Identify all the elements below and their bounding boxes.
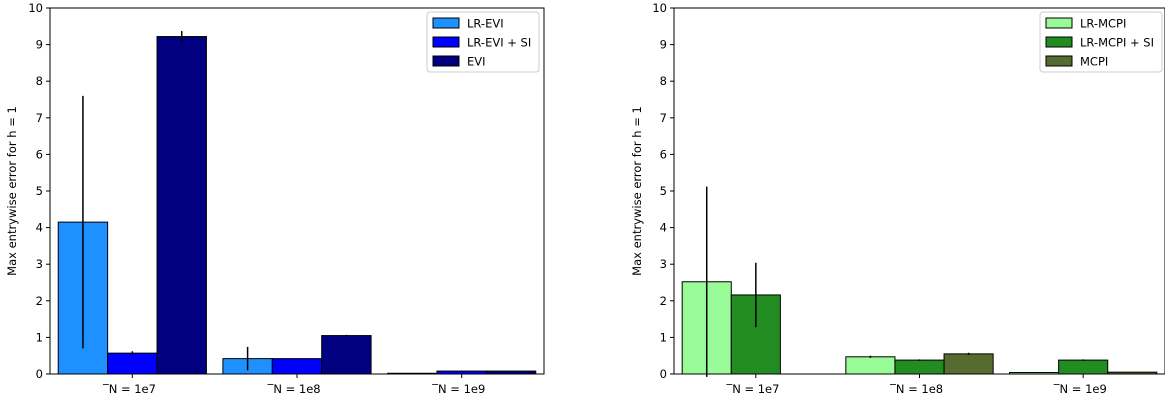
y-tick-label: 5 — [36, 184, 43, 198]
y-tick-label: 2 — [660, 294, 667, 308]
bar-2-2 — [271, 358, 323, 375]
x-tick-label: ̅N = 1e8 — [890, 382, 943, 396]
y-axis-label: Max entrywise error for h = 1 — [630, 106, 644, 276]
y-tick-label: 7 — [660, 111, 667, 125]
bar-1-2 — [845, 356, 896, 375]
y-tick-label: 8 — [660, 74, 667, 88]
legend-swatch-1 — [1045, 17, 1073, 29]
y-tick-label: 4 — [36, 221, 43, 235]
bar-3-2 — [943, 353, 994, 375]
y-tick-label: 1 — [660, 330, 667, 344]
y-tick-label: 6 — [660, 147, 667, 161]
y-tick-label: 10 — [28, 1, 43, 15]
legend-label-3: EVI — [467, 55, 486, 69]
legend-swatch-3 — [432, 55, 460, 67]
y-tick-label: 3 — [660, 257, 667, 271]
y-tick-label: 9 — [36, 38, 43, 52]
legend-swatch-3 — [1045, 55, 1073, 67]
legend-label-2: LR-MCPI + SI — [1080, 36, 1154, 50]
y-tick-label: 10 — [652, 1, 667, 15]
legend-label-3: MCPI — [1080, 55, 1108, 69]
legend-label-1: LR-EVI — [467, 17, 504, 31]
y-tick-label: 1 — [36, 330, 43, 344]
x-tick-label: ̅N = 1e8 — [267, 382, 320, 396]
legend-label-2: LR-EVI + SI — [467, 36, 531, 50]
x-tick-label: ̅N = 1e9 — [432, 382, 485, 396]
y-tick-label: 7 — [36, 111, 43, 125]
bar-3-2 — [321, 335, 372, 375]
y-tick-label: 4 — [660, 221, 667, 235]
y-tick-label: 2 — [36, 294, 43, 308]
bar-2-2 — [894, 359, 945, 375]
legend-swatch-2 — [432, 36, 460, 48]
legend-label-1: LR-MCPI — [1080, 17, 1126, 31]
x-tick-label: ̅N = 1e7 — [726, 382, 779, 396]
legend-swatch-2 — [1045, 36, 1073, 48]
y-tick-label: 6 — [36, 147, 43, 161]
right-chart: 0 1 2 3 4 5 6 7 8 9 10̅N = 1e7̅N = 1e8̅N = 1e9 Max … — [630, 1, 1165, 396]
x-tick-label: ̅N = 1e7 — [103, 382, 156, 396]
y-tick-label: 0 — [660, 367, 667, 381]
y-tick-label: 3 — [36, 257, 43, 271]
bar-2-3 — [1058, 359, 1109, 375]
legend-swatch-1 — [432, 17, 460, 29]
y-tick-label: 5 — [660, 184, 667, 198]
x-tick-label: ̅N = 1e9 — [1054, 382, 1107, 396]
y-tick-label: 0 — [36, 367, 43, 381]
bar-3-1 — [156, 36, 207, 375]
bar-2-1 — [107, 352, 158, 375]
y-tick-label: 8 — [36, 74, 43, 88]
y-axis-label: Max entrywise error for h = 1 — [5, 106, 19, 276]
y-tick-label: 9 — [660, 38, 667, 52]
left-chart: 0 1 2 3 4 5 6 7 8 9 10̅N = 1e7̅N = 1e8̅N = 1e9 Max … — [5, 1, 545, 396]
